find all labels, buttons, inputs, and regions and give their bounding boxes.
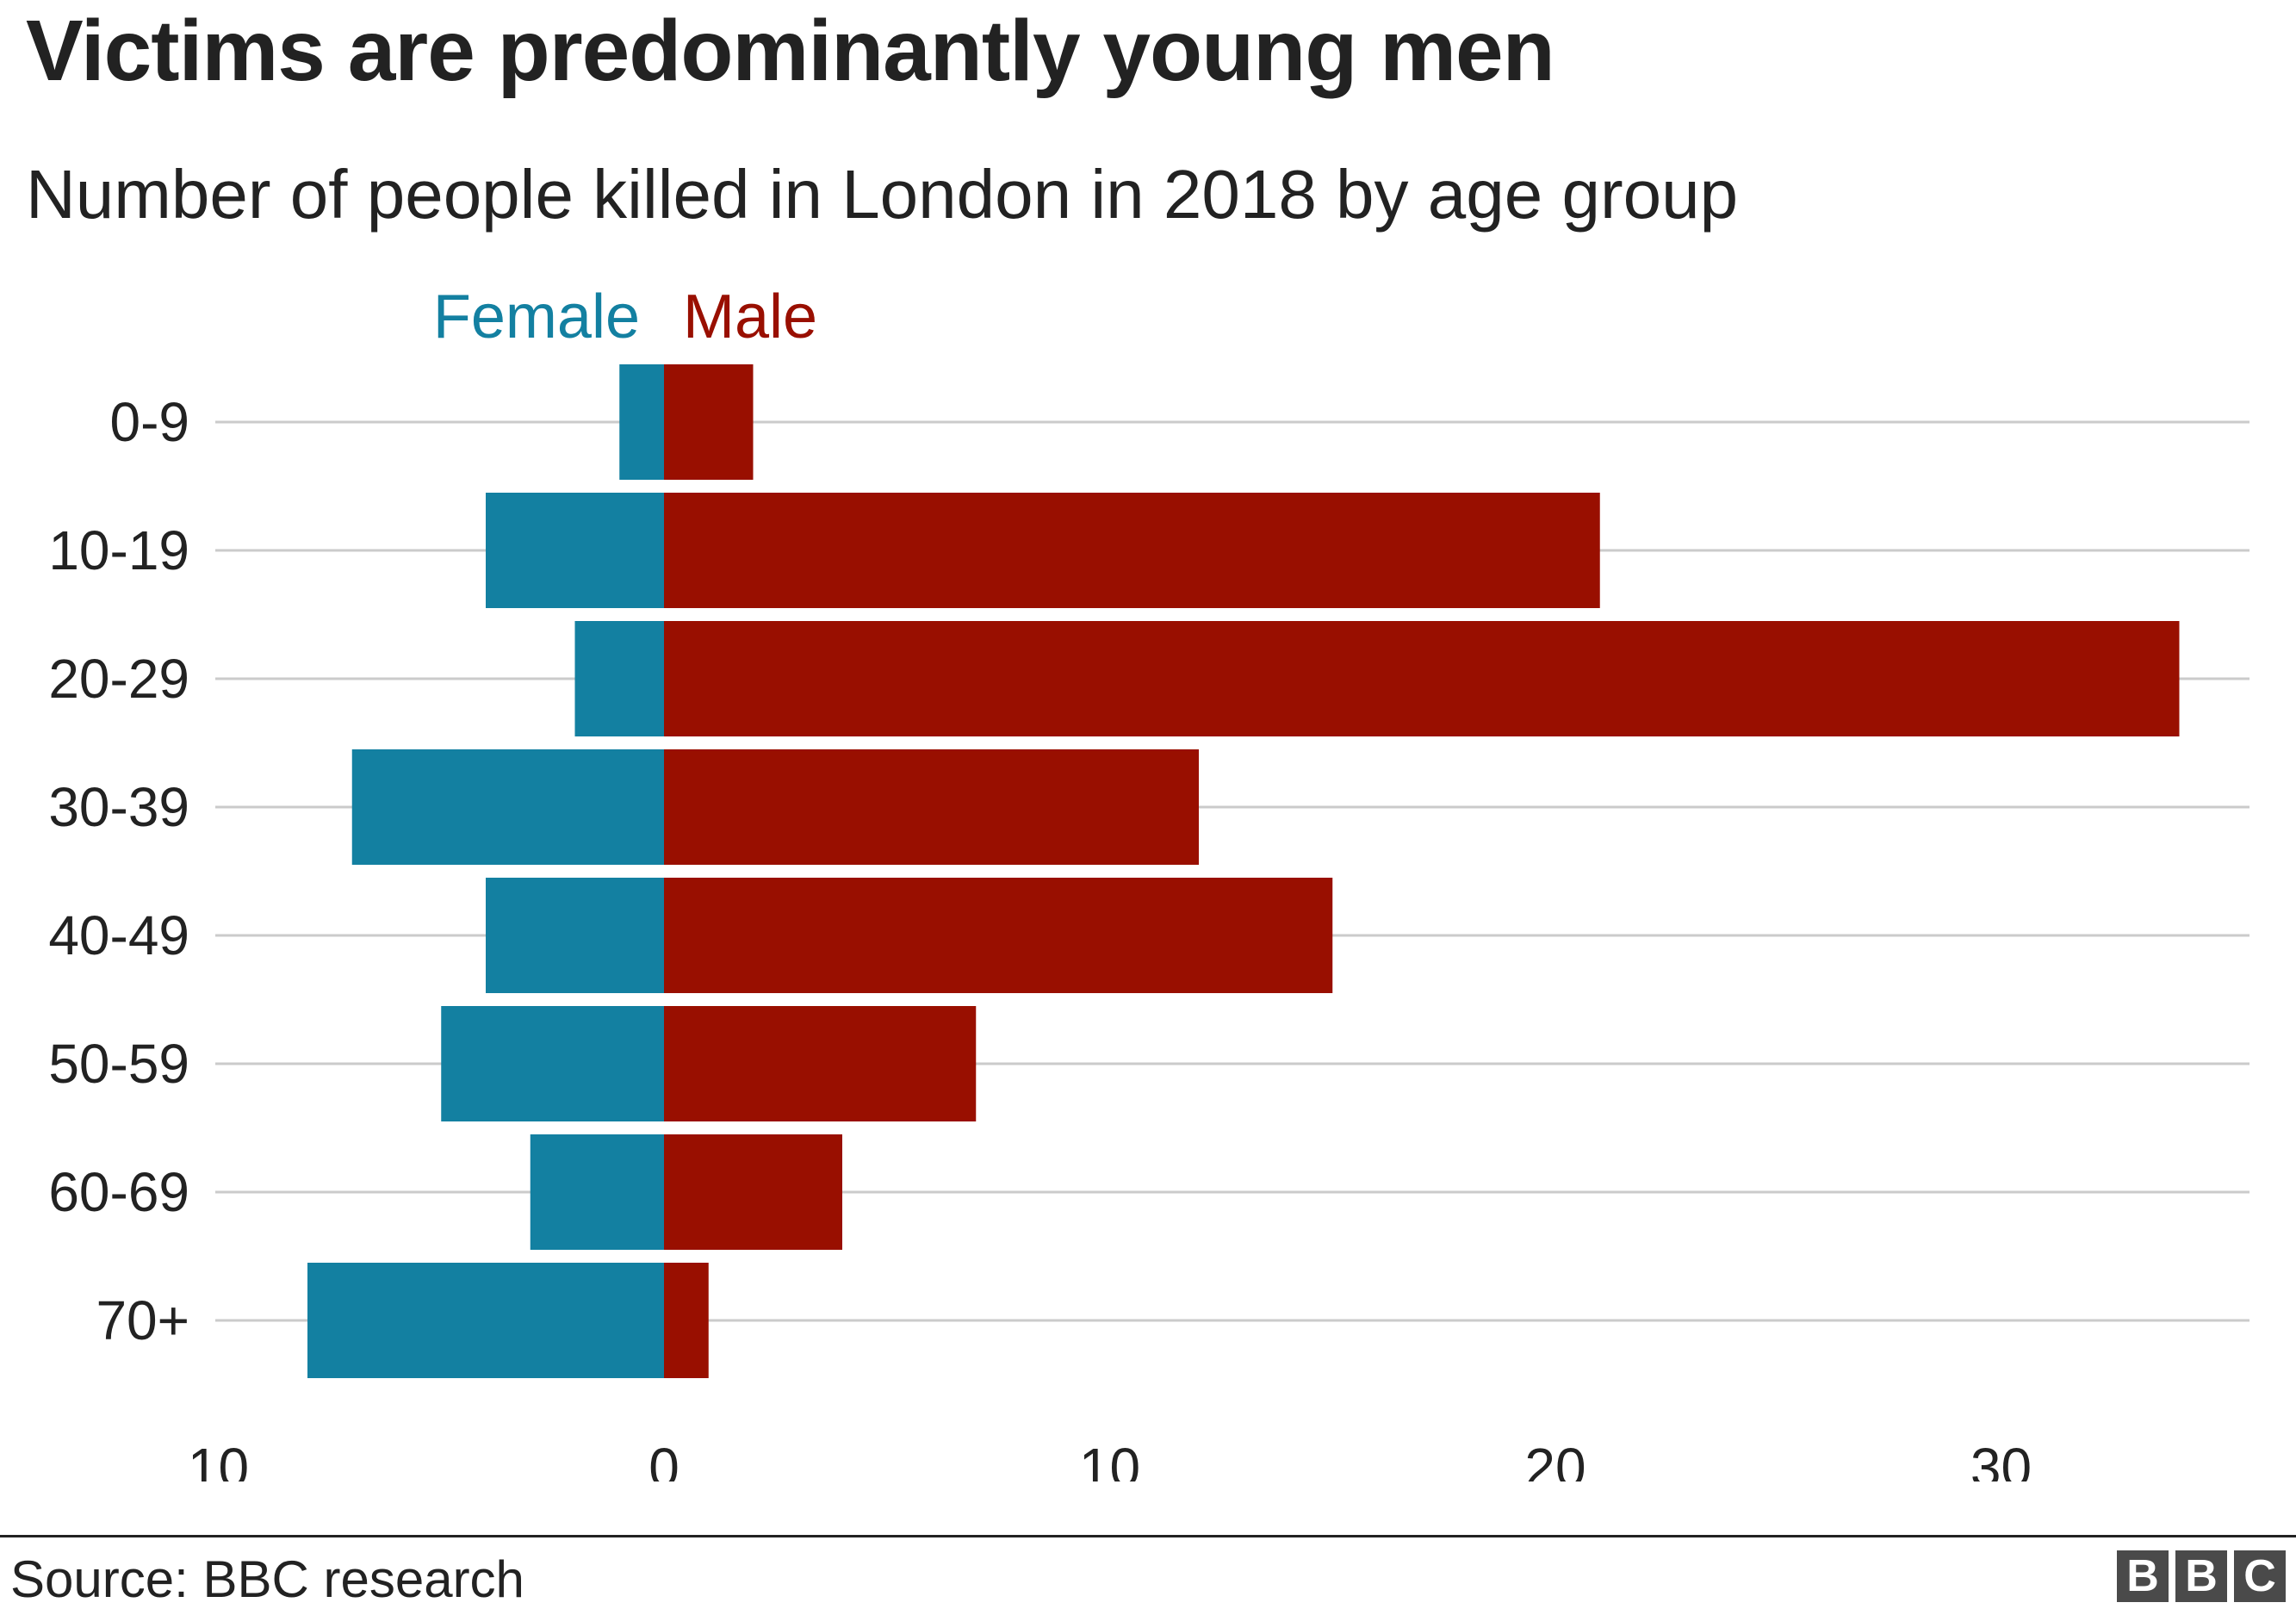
y-axis-label: 0-9 — [110, 391, 190, 453]
bar-male-50-59 — [664, 1006, 977, 1121]
legend-female-label: Female — [433, 283, 640, 351]
y-axis-label: 30-39 — [48, 776, 189, 838]
bbc-logo-letter: B — [2175, 1550, 2227, 1602]
y-axis-label: 10-19 — [48, 519, 189, 581]
chart-subtitle: Number of people killed in London in 201… — [26, 156, 1739, 233]
bar-male-10-19 — [664, 493, 1600, 608]
bar-male-20-29 — [664, 621, 2180, 736]
bar-male-40-49 — [664, 878, 1333, 993]
bar-female-10-19 — [486, 493, 664, 608]
chart-title: Victims are predominantly young men — [26, 3, 1555, 99]
x-axis-tick-label: 20 — [1524, 1437, 1585, 1481]
population-pyramid-chart: Female Male 0-9 10-19 20-29 30-39 40-49 50-59 60… — [48, 283, 2249, 1481]
x-axis-tick-label: 10 — [1079, 1437, 1140, 1481]
x-axis-tick-label: 10 — [188, 1437, 249, 1481]
bbc-logo-letter: B — [2117, 1550, 2169, 1602]
bar-female-60-69 — [530, 1134, 664, 1250]
y-axis-label: 50-59 — [48, 1033, 189, 1095]
bar-female-50-59 — [441, 1006, 664, 1121]
legend-male-label: Male — [683, 283, 817, 351]
bar-male-30-39 — [664, 749, 1199, 865]
bar-female-0-9 — [619, 364, 664, 480]
y-axis-label: 40-49 — [48, 904, 189, 966]
x-axis-tick-label: 0 — [648, 1437, 679, 1481]
bar-female-40-49 — [486, 878, 664, 993]
y-axis-label: 20-29 — [48, 648, 189, 710]
source-note: Source: BBC research — [10, 1550, 524, 1608]
bar-female-30-39 — [351, 749, 664, 865]
bbc-logo: B B C — [2117, 1550, 2286, 1602]
footer-divider — [0, 1535, 2296, 1537]
bar-female-70+ — [307, 1263, 664, 1378]
y-axis-label: 70+ — [96, 1289, 189, 1351]
bar-male-0-9 — [664, 364, 754, 480]
bar-female-20-29 — [574, 621, 664, 736]
bar-male-70+ — [664, 1263, 709, 1378]
y-axis-label: 60-69 — [48, 1161, 189, 1223]
x-axis-tick-label: 30 — [1970, 1437, 2032, 1481]
bar-male-60-69 — [664, 1134, 842, 1250]
bbc-logo-letter: C — [2234, 1550, 2286, 1602]
